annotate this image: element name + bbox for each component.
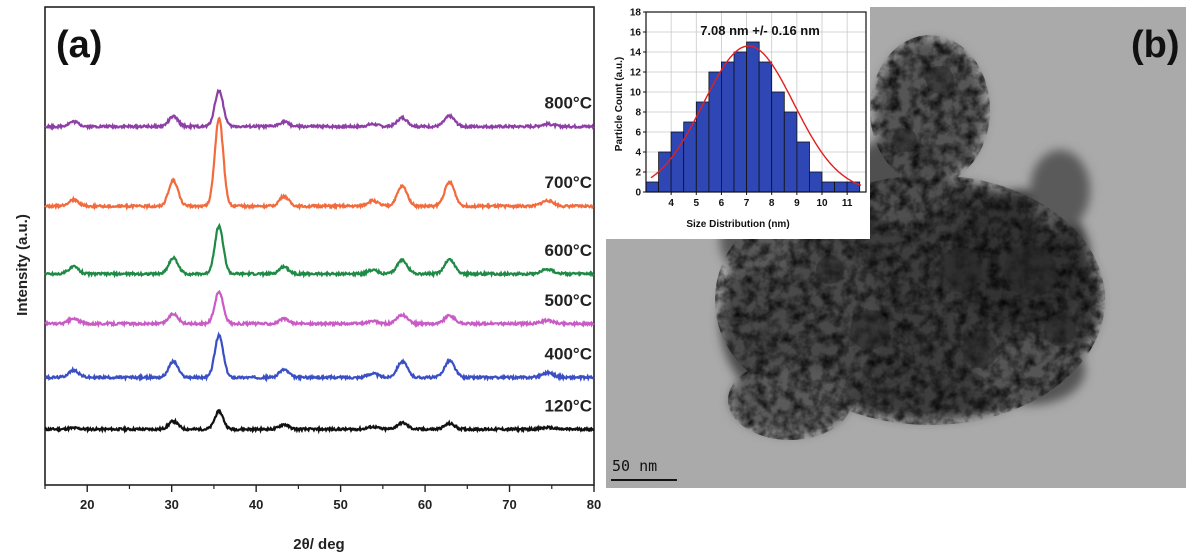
inset-bar — [834, 181, 848, 193]
inset-bar — [645, 181, 660, 193]
xrd-curve-120c — [44, 408, 595, 435]
xrd-curve-600c — [44, 222, 595, 279]
inset-bar — [758, 61, 773, 193]
xrd-curve-400c — [44, 331, 595, 383]
inset-y-tick-label: 18 — [630, 8, 642, 19]
inset-y-tick-label: 0 — [635, 188, 641, 199]
inset-y-tick-label: 16 — [630, 28, 642, 39]
inset-y-tick-label: 6 — [635, 128, 641, 139]
xrd-series-label: 600°C — [545, 241, 592, 260]
inset-bar — [683, 121, 697, 193]
inset-y-axis-title: Particle Count (a.u.) — [614, 57, 625, 151]
xrd-series-labels: 120°C 400°C 500°C 600°C 700°C 800°C — [545, 94, 592, 416]
inset-x-tick-label: 11 — [842, 198, 853, 209]
xrd-x-tick-label: 60 — [418, 497, 432, 512]
inset-bar — [783, 111, 798, 193]
xrd-series-label: 500°C — [545, 291, 592, 310]
inset-x-tick-label: 9 — [794, 198, 800, 209]
inset-axes: 0 2 4 6 8 10 12 14 16 18 4 5 6 7 8 9 10 11 — [630, 8, 853, 210]
inset-x-tick-label: 5 — [694, 198, 700, 209]
inset-y-tick-label: 10 — [630, 88, 642, 99]
size-distribution-inset: 0 2 4 6 8 10 12 14 16 18 4 5 6 7 8 9 10 11 7.08 nm +/- 0.… — [606, 7, 870, 239]
inset-bar — [670, 131, 685, 193]
inset-y-tick-label: 4 — [635, 148, 641, 159]
inset-x-tick-label: 8 — [769, 198, 775, 209]
inset-y-tick-label: 2 — [635, 168, 641, 179]
inset-bar — [821, 181, 836, 193]
inset-title: 7.08 nm +/- 0.16 nm — [700, 23, 820, 38]
xrd-y-axis-title: Intensity (a.u.) — [14, 214, 31, 316]
inset-x-axis-title: Size Distribution (nm) — [686, 219, 789, 230]
xrd-curve-500c — [44, 289, 595, 329]
xrd-plot-frame — [44, 6, 595, 486]
panel-label-b: (b) — [1131, 24, 1180, 66]
inset-bar — [658, 151, 672, 193]
inset-y-tick-label: 14 — [630, 48, 642, 59]
xrd-x-tick-label: 20 — [80, 497, 94, 512]
xrd-x-tick-label: 30 — [164, 497, 178, 512]
scale-bar: 50 nm — [611, 457, 677, 481]
gaussian-fit-curve — [650, 45, 862, 186]
xrd-series-label: 700°C — [545, 173, 592, 192]
inset-bar — [809, 171, 823, 193]
xrd-series-label: 400°C — [545, 345, 592, 364]
xrd-x-tick-label: 70 — [502, 497, 516, 512]
inset-bar — [733, 51, 748, 193]
xrd-x-tick-label: 40 — [249, 497, 263, 512]
inset-bar — [771, 91, 785, 193]
xrd-curve-700c — [44, 116, 594, 211]
tem-panel: (b) 50 nm 0 2 4 6 8 10 12 14 16 18 4 5 6 7 8 9 10 11 7.08… — [606, 7, 1186, 488]
inset-x-tick-label: 10 — [816, 198, 828, 209]
xrd-curve-800c — [44, 88, 595, 131]
inset-bar — [695, 101, 710, 193]
scale-bar-label: 50 nm — [612, 457, 657, 475]
inset-y-tick-label: 12 — [630, 68, 642, 79]
xrd-x-axis: 20 30 40 50 60 70 80 — [44, 485, 601, 512]
xrd-x-axis-title: 2θ/ deg — [293, 536, 344, 553]
inset-x-tick-label: 6 — [719, 198, 725, 209]
inset-x-tick-label: 4 — [668, 198, 674, 209]
xrd-x-tick-label: 50 — [333, 497, 347, 512]
xrd-series-label: 120°C — [545, 396, 592, 415]
inset-plot-frame — [645, 11, 867, 193]
xrd-series-label: 800°C — [545, 94, 592, 113]
inset-y-tick-label: 8 — [635, 108, 641, 119]
inset-bar — [746, 41, 760, 193]
inset-bar — [796, 141, 810, 193]
panel-label-a: (a) — [56, 24, 102, 66]
nanoparticle-aggregate — [715, 35, 1105, 440]
inset-x-tick-label: 7 — [744, 198, 750, 209]
xrd-curves — [44, 88, 595, 435]
inset-bar — [721, 61, 735, 193]
xrd-x-tick-label: 80 — [587, 497, 601, 512]
xrd-panel: (a) 120°C 400°C 500°C 600°C 700°C 800°C 20 30 4… — [14, 6, 601, 553]
